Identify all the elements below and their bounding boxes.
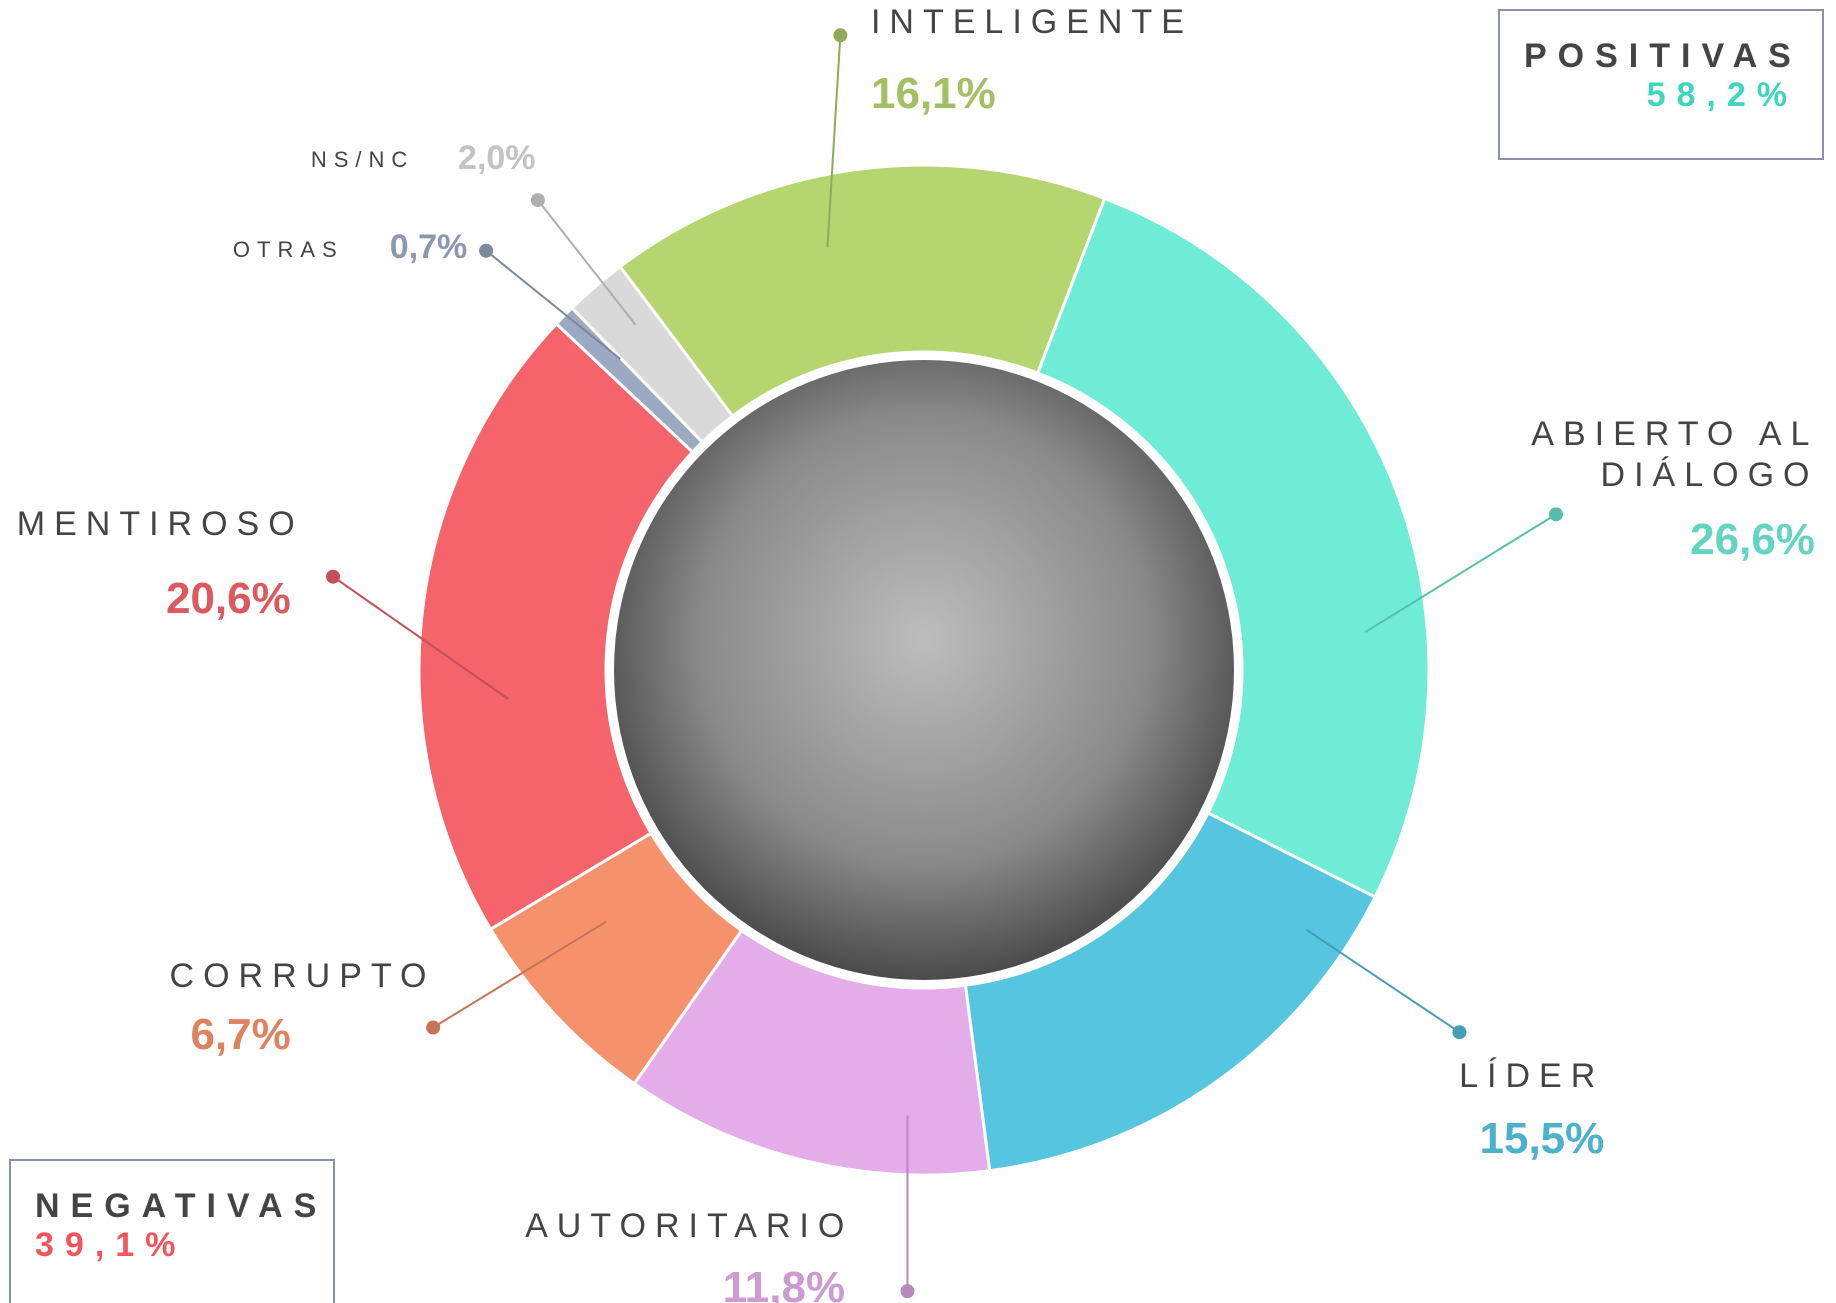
category-label: MENTIROSO bbox=[17, 504, 304, 545]
category-label: ABIERTO AL DIÁLOGO bbox=[1465, 414, 1818, 496]
chart bbox=[0, 0, 1836, 1303]
value-label: 2,0% bbox=[458, 138, 536, 179]
category-label: INTELIGENTE bbox=[871, 2, 1193, 43]
value-label: 15,5% bbox=[1480, 1113, 1605, 1166]
category-label: AUTORITARIO bbox=[525, 1206, 853, 1247]
leader-dot bbox=[1452, 1025, 1466, 1039]
summary-label: POSITIVAS bbox=[1524, 37, 1798, 76]
value-label: 0,7% bbox=[390, 227, 468, 268]
summary-value: 39,1% bbox=[35, 1226, 309, 1265]
leader-dot bbox=[531, 193, 545, 207]
negative-box: NEGATIVAS 39,1% bbox=[9, 1159, 335, 1303]
category-label: NS/NC bbox=[311, 147, 414, 173]
summary-label: NEGATIVAS bbox=[35, 1187, 309, 1226]
value-label: 16,1% bbox=[871, 68, 996, 121]
value-label: 6,7% bbox=[190, 1009, 290, 1062]
leader-dot bbox=[900, 1284, 914, 1298]
leader-dot bbox=[833, 28, 847, 42]
category-label: CORRUPTO bbox=[170, 956, 436, 997]
value-label: 20,6% bbox=[166, 573, 291, 626]
leader-dot bbox=[1549, 507, 1563, 521]
leader-line bbox=[1306, 930, 1459, 1032]
category-label: LÍDER bbox=[1459, 1056, 1604, 1097]
summary-value: 58,2% bbox=[1524, 76, 1798, 115]
leader-dot bbox=[479, 244, 493, 258]
photo bbox=[614, 360, 1234, 980]
leader-dot bbox=[426, 1021, 440, 1035]
category-label: OTRAS bbox=[233, 237, 344, 263]
positive-box: POSITIVAS 58,2% bbox=[1498, 9, 1824, 160]
leader-dot bbox=[326, 570, 340, 584]
value-label: 26,6% bbox=[1690, 514, 1815, 567]
page: POSITIVAS 58,2% NEGATIVAS 39,1% INTELIGE… bbox=[0, 0, 1836, 1303]
value-label: 11,8% bbox=[723, 1262, 845, 1303]
